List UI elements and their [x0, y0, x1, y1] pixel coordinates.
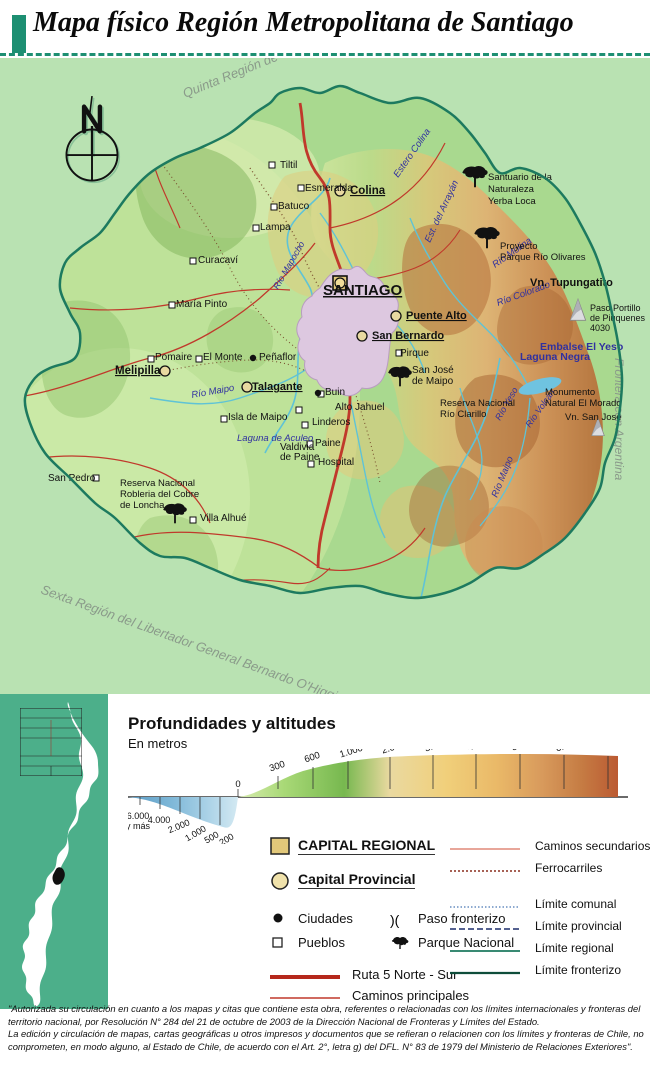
- svg-text:Vn. San José: Vn. San José: [565, 412, 622, 423]
- svg-text:Buin: Buin: [325, 387, 345, 398]
- svg-text:María Pinto: María Pinto: [176, 299, 228, 310]
- svg-text:Colina: Colina: [350, 185, 386, 197]
- svg-text:200: 200: [217, 831, 235, 844]
- svg-text:Vn. Tupungatito: Vn. Tupungatito: [530, 277, 613, 289]
- svg-text:3.000: 3.000: [423, 749, 449, 755]
- svg-text:Monumento: Monumento: [545, 387, 595, 398]
- svg-text:4.000: 4.000: [148, 815, 171, 825]
- svg-text:Lampa: Lampa: [260, 222, 291, 233]
- svg-text:Robleria del Cobre: Robleria del Cobre: [120, 489, 199, 500]
- svg-text:Reserva Nacional: Reserva Nacional: [440, 398, 515, 409]
- svg-text:2.000: 2.000: [380, 749, 406, 757]
- svg-text:Pirque: Pirque: [400, 348, 429, 359]
- svg-text:4.000: 4.000: [466, 749, 492, 754]
- svg-text:)(: )(: [390, 913, 400, 928]
- svg-text:1.000: 1.000: [338, 749, 364, 761]
- svg-text:SANTIAGO: SANTIAGO: [323, 282, 403, 299]
- svg-text:San José: San José: [412, 365, 454, 376]
- svg-text:Tiltil: Tiltil: [280, 160, 297, 171]
- svg-text:Paine: Paine: [315, 438, 341, 449]
- svg-text:300: 300: [268, 759, 286, 774]
- svg-text:4030: 4030: [590, 323, 610, 333]
- svg-text:Melipilla: Melipilla: [115, 365, 161, 377]
- svg-text:Sexta Región del Libertador Ge: Sexta Región del Libertador General Bern…: [39, 582, 353, 694]
- svg-text:Reserva Nacional: Reserva Nacional: [120, 478, 195, 489]
- svg-text:Isla de Maipo: Isla de Maipo: [228, 412, 288, 423]
- svg-text:6.000: 6.000: [554, 749, 580, 755]
- svg-text:Paso Portillo: Paso Portillo: [590, 303, 641, 313]
- svg-text:Proyecto: Proyecto: [500, 241, 538, 252]
- svg-text:6.000: 6.000: [128, 811, 149, 821]
- svg-text:Peñaflor: Peñaflor: [259, 352, 297, 363]
- svg-text:Hospital: Hospital: [318, 457, 354, 468]
- svg-text:Parque Río Olivares: Parque Río Olivares: [500, 252, 586, 263]
- svg-text:Talagante: Talagante: [252, 381, 303, 393]
- svg-text:600: 600: [303, 750, 321, 765]
- svg-text:Curacaví: Curacaví: [198, 255, 238, 266]
- svg-text:Naturaleza: Naturaleza: [488, 184, 535, 195]
- svg-text:Puente Alto: Puente Alto: [406, 310, 467, 322]
- svg-text:de Piuquenes: de Piuquenes: [590, 313, 646, 323]
- svg-text:Yerba Loca: Yerba Loca: [488, 196, 536, 207]
- svg-text:Batuco: Batuco: [278, 201, 310, 212]
- svg-text:Natural El Morado: Natural El Morado: [545, 398, 622, 409]
- svg-text:5.000: 5.000: [510, 749, 536, 754]
- svg-text:San Bernardo: San Bernardo: [372, 330, 444, 342]
- svg-text:El Monte: El Monte: [203, 352, 243, 363]
- svg-text:de Loncha: de Loncha: [120, 500, 165, 511]
- svg-text:Embalse El Yeso: Embalse El Yeso: [540, 341, 623, 353]
- svg-text:de Maipo: de Maipo: [412, 376, 454, 387]
- svg-text:Río Clarillo: Río Clarillo: [440, 409, 486, 420]
- svg-text:Pomaire: Pomaire: [155, 352, 193, 363]
- svg-text:Alto Jahuel: Alto Jahuel: [335, 402, 384, 413]
- svg-text:0: 0: [235, 779, 240, 790]
- svg-text:Linderos: Linderos: [312, 417, 350, 428]
- svg-text:de Paine: de Paine: [280, 452, 320, 463]
- svg-text:Esmeralda: Esmeralda: [305, 183, 353, 194]
- svg-text:Villa Alhué: Villa Alhué: [200, 513, 247, 524]
